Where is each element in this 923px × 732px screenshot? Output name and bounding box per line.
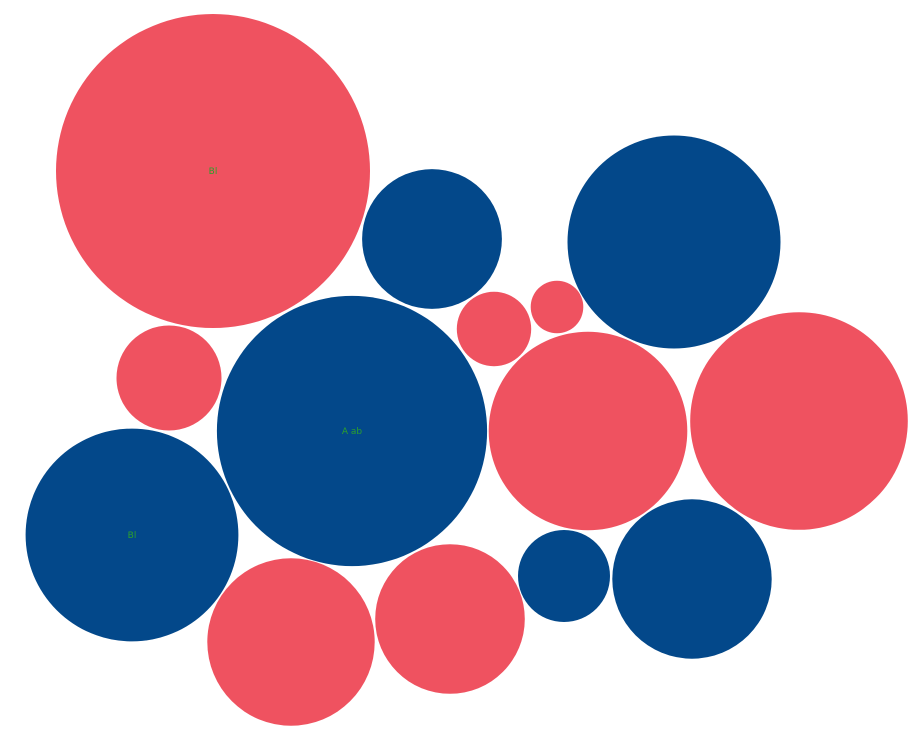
bubble-6	[530, 280, 584, 334]
bubble-label-7: A ab	[342, 427, 363, 437]
bubble-10	[25, 428, 239, 642]
bubble-label-10: Bl	[128, 531, 137, 541]
bubble-13	[518, 530, 610, 622]
bubble-2	[362, 169, 502, 309]
bubble-3	[567, 135, 781, 349]
bubble-1	[56, 14, 370, 328]
bubble-7	[216, 295, 488, 567]
bubble-11	[207, 558, 375, 726]
bubble-14	[612, 499, 772, 659]
bubble-4	[116, 325, 222, 431]
bubble-label-1: Bl	[209, 167, 218, 177]
bubble-8	[488, 331, 688, 531]
bubble-12	[375, 544, 525, 694]
bubble-9	[690, 312, 908, 530]
bubble-5	[456, 291, 532, 367]
